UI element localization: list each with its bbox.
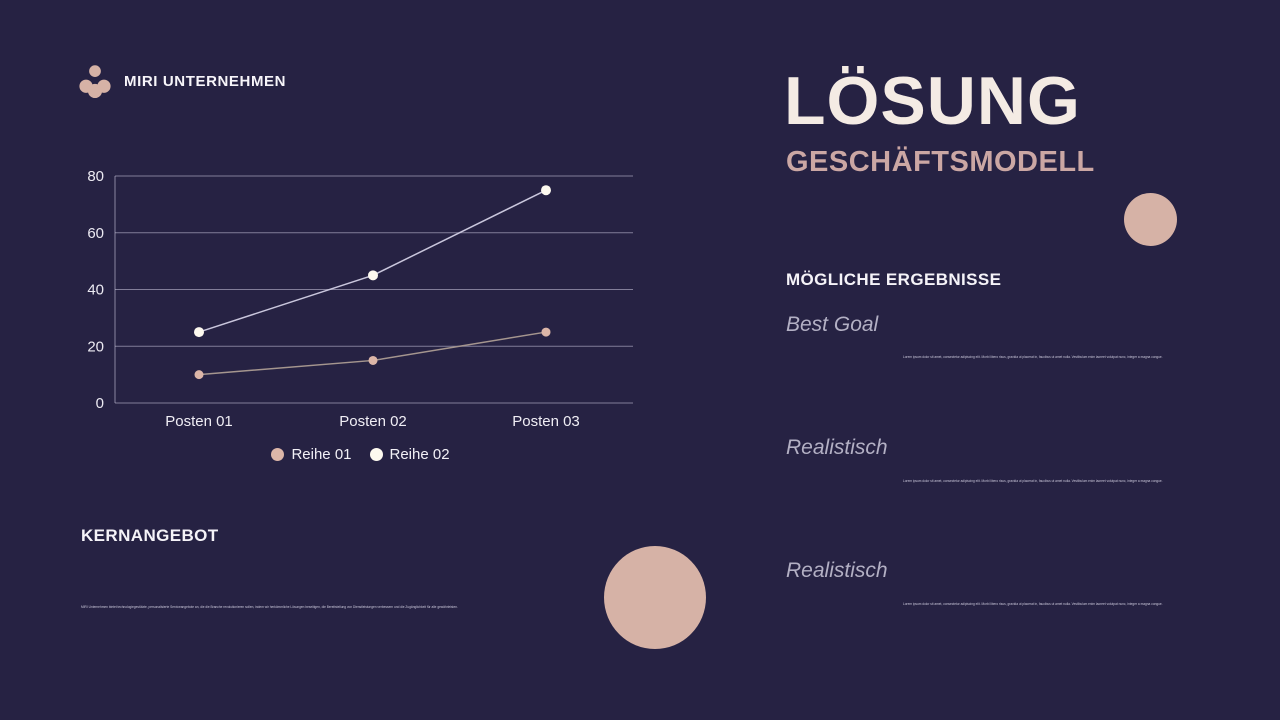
result-item-label: Realistisch <box>786 436 888 459</box>
svg-text:80: 80 <box>87 168 104 185</box>
svg-text:Posten 01: Posten 01 <box>165 413 233 430</box>
result-item-body: Lorem ipsum dolor sit amet, consectetur … <box>903 355 1163 359</box>
legend-label: Reihe 01 <box>291 446 352 463</box>
result-item-label: Best Goal <box>786 313 879 336</box>
page-title: LÖSUNG <box>784 63 1081 139</box>
chart-legend: Reihe 01 Reihe 02 <box>78 446 643 463</box>
brand: MIRI UNTERNEHMEN <box>78 63 286 100</box>
brand-logo-icon <box>79 65 111 99</box>
legend-dot-icon <box>369 448 383 461</box>
result-item-body: Lorem ipsum dolor sit amet, consectetur … <box>903 479 1163 483</box>
svg-text:0: 0 <box>96 395 104 412</box>
svg-text:Posten 02: Posten 02 <box>339 413 407 430</box>
page-subtitle: GESCHÄFTSMODELL <box>786 146 1095 178</box>
svg-text:20: 20 <box>87 338 104 355</box>
svg-text:40: 40 <box>87 282 104 299</box>
legend-item-series-1: Reihe 01 <box>271 446 352 463</box>
legend-dot-icon <box>271 448 285 461</box>
brand-name: MIRI UNTERNEHMEN <box>124 73 287 90</box>
core-offer-heading: KERNANGEBOT <box>81 526 219 545</box>
decor-circle-small <box>1124 193 1177 246</box>
core-offer-body: MIRI Unternehmen bietet technologiegestü… <box>81 605 458 609</box>
legend-label: Reihe 02 <box>389 446 450 463</box>
legend-item-series-2: Reihe 02 <box>369 446 450 463</box>
line-chart: 0 20 40 60 80 Posten 01 Posten 02 Posten 03 <box>87 168 633 430</box>
decor-circle-large <box>604 546 706 649</box>
result-item-label: Realistisch <box>786 559 888 582</box>
svg-text:Posten 03: Posten 03 <box>512 413 580 430</box>
svg-text:60: 60 <box>87 225 104 242</box>
result-item-body: Lorem ipsum dolor sit amet, consectetur … <box>903 602 1163 606</box>
results-heading: MÖGLICHE ERGEBNISSE <box>786 270 1002 289</box>
